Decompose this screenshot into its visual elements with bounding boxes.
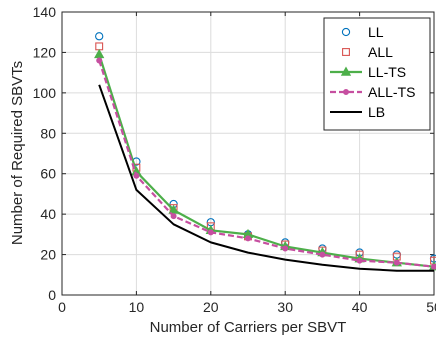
x-tick-label: 10 [129, 299, 145, 315]
legend-marker [341, 27, 351, 37]
y-tick-label: 40 [40, 206, 56, 222]
data-point [282, 245, 289, 252]
data-point [170, 213, 177, 220]
x-tick-label: 50 [426, 299, 436, 315]
legend: LL ALL LL-TS ALL-TS LB [323, 17, 431, 131]
data-point [95, 32, 104, 41]
series-line [98, 54, 435, 268]
data-point [393, 259, 400, 266]
x-tick-label: 0 [58, 299, 66, 315]
data-point [319, 251, 326, 258]
legend-item-all-ts: ALL-TS [330, 84, 415, 100]
data-point [207, 229, 214, 236]
legend-marker [342, 89, 349, 96]
y-tick-label: 20 [40, 247, 56, 263]
y-tick-label: 80 [40, 125, 56, 141]
series-line [98, 60, 435, 268]
plot-frame [61, 11, 435, 296]
x-tick-label: 40 [352, 299, 368, 315]
legend-label: LL-TS [368, 64, 406, 80]
data-point [356, 257, 363, 264]
legend-marker [342, 48, 350, 56]
x-tick-label: 20 [203, 299, 219, 315]
axes: 0 10 20 30 40 50 0 20 40 60 80 100 120 140 [33, 4, 436, 315]
y-tick-label: 60 [40, 166, 56, 182]
legend-label: LB [368, 104, 385, 120]
x-axis-label: Number of Carriers per SBVT [150, 319, 347, 336]
legend-label: ALL [368, 44, 393, 60]
legend-label: LL [368, 24, 384, 40]
y-tick-label: 100 [33, 85, 57, 101]
legend-item-ll: LL [341, 24, 384, 40]
legend-item-ll-ts: LL-TS [330, 64, 406, 80]
legend-label: ALL-TS [368, 84, 415, 100]
series-lb [98, 84, 434, 272]
data-point [431, 263, 436, 270]
y-tick-label: 0 [48, 287, 56, 303]
y-axis-label: Number of Required SBVTs [9, 61, 26, 245]
data-point [133, 172, 140, 179]
legend-item-all: ALL [342, 44, 393, 60]
legend-item-lb: LB [330, 104, 385, 120]
data-series [94, 32, 436, 272]
legend-marker [340, 66, 352, 76]
data-point [96, 57, 103, 64]
series-all-ts [96, 57, 436, 270]
data-point [244, 235, 251, 242]
series-line [98, 84, 434, 272]
y-tick-label: 120 [33, 44, 57, 60]
x-tick-label: 30 [277, 299, 293, 315]
y-tick-label: 140 [33, 4, 57, 20]
